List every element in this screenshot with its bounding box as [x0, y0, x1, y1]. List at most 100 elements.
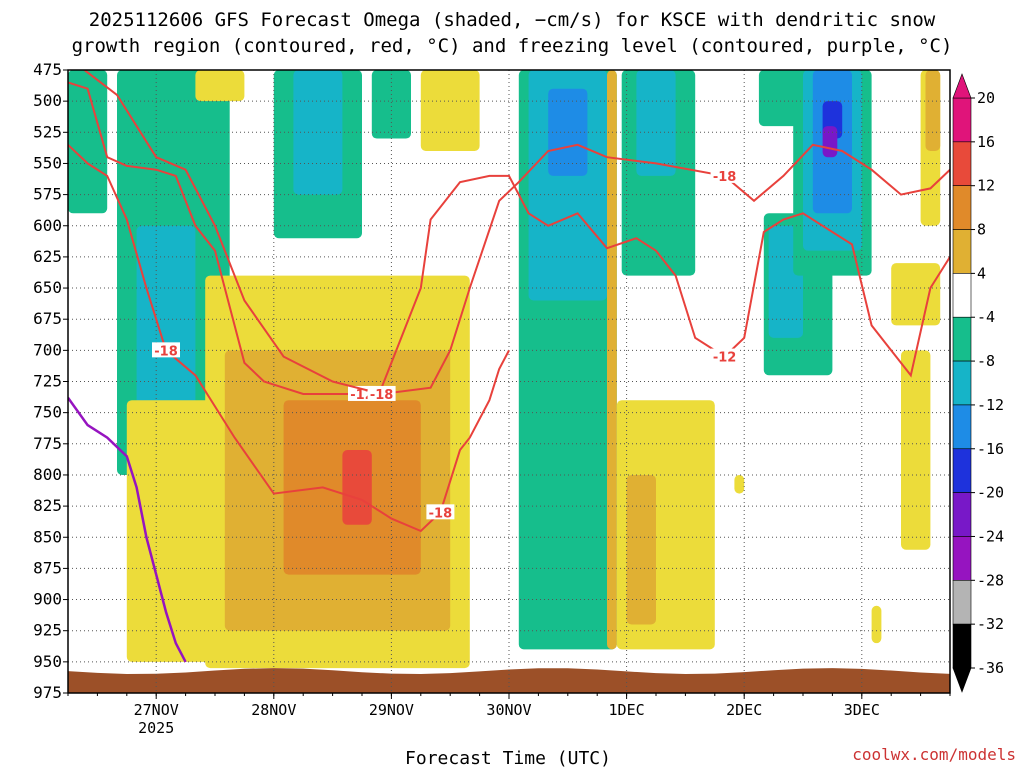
chart-title-line-1: 2025112606 GFS Forecast Omega (shaded, −…: [89, 9, 936, 31]
contour-label: -18: [370, 388, 394, 403]
omega-region: [548, 88, 588, 176]
y-tick-label: 875: [33, 558, 62, 577]
contour-label: -18: [713, 170, 737, 185]
colorbar-swatch: [952, 316, 972, 362]
colorbar-label: 4: [977, 264, 986, 282]
colorbar-swatch: [952, 580, 972, 625]
colorbar-swatch: [952, 360, 972, 406]
y-tick-label: 500: [33, 91, 62, 110]
contour-label: -18: [429, 506, 453, 521]
x-tick-label: 3DEC: [844, 701, 880, 719]
colorbar-label: 12: [977, 177, 995, 195]
y-tick-label: 750: [33, 403, 62, 422]
omega-region: [758, 70, 803, 127]
snow-growth-contour: [68, 144, 510, 533]
snow-growth-contour: [82, 70, 950, 396]
omega-region: [607, 70, 617, 650]
omega-shading: [68, 70, 941, 669]
x-axis-label: Forecast Time (UTC): [405, 748, 611, 768]
x-tick-sublabel: 2025: [138, 719, 174, 737]
omega-region: [342, 450, 372, 525]
omega-region: [734, 474, 745, 494]
y-tick-label: 475: [33, 60, 62, 79]
colorbar-swatch: [952, 536, 972, 581]
colorbar-swatch: [952, 492, 972, 537]
colorbar-label: -28: [977, 571, 1004, 589]
x-tick-label: 28NOV: [251, 701, 296, 719]
colorbar-label: 16: [977, 133, 995, 151]
y-tick-label: 775: [33, 434, 62, 453]
contour-label: -18: [154, 344, 178, 359]
omega-region: [891, 263, 941, 326]
omega-region: [925, 70, 941, 151]
colorbar-swatch: [952, 141, 972, 186]
omega-region: [901, 350, 931, 550]
omega-region: [126, 400, 215, 662]
omega-region: [871, 605, 882, 644]
omega-region: [822, 126, 838, 158]
colorbar-swatch: [952, 229, 972, 274]
y-tick-label: 850: [33, 527, 62, 546]
y-tick-label: 900: [33, 590, 62, 609]
y-tick-label: 975: [33, 683, 62, 702]
contour-label: -12: [713, 351, 737, 366]
colorbar-top-arrow: [952, 73, 972, 99]
colorbar-label: -24: [977, 527, 1004, 545]
contour-label-bg: [426, 504, 455, 520]
x-tick-label: 2DEC: [726, 701, 762, 719]
colorbar-swatch: [952, 273, 972, 318]
credit-text: coolwx.com/models: [852, 745, 1016, 764]
y-tick-label: 525: [33, 122, 62, 141]
plot-area: 475 500 525 550 575 600 625 650 675 700 725 750 775 8…: [33, 60, 951, 737]
colorbar: 20 16 12 8 4 -4 -8 -12 -16 -20 -24 -28 -32 -36: [952, 73, 1004, 693]
chart-title-line-2: growth region (contoured, red, °C) and f…: [72, 35, 953, 57]
x-tick-label: 29NOV: [369, 701, 414, 719]
y-tick-label: 550: [33, 153, 62, 172]
colorbar-bottom-arrow: [952, 667, 972, 693]
y-tick-label: 575: [33, 185, 62, 204]
colorbar-label: 20: [977, 89, 995, 107]
plot-frame: [67, 69, 951, 694]
colorbar-label: 8: [977, 221, 986, 239]
y-tick-label: 950: [33, 652, 62, 671]
contour-label-bg: [710, 348, 739, 364]
omega-region: [68, 70, 108, 214]
colorbar-label: -36: [977, 659, 1004, 677]
contour-label-bg: [367, 385, 396, 401]
omega-region: [636, 70, 676, 176]
colorbar-swatch: [952, 185, 972, 230]
y-tick-label: 825: [33, 496, 62, 515]
omega-region: [420, 70, 480, 151]
colorbar-label: -20: [977, 484, 1004, 502]
y-tick-label: 650: [33, 278, 62, 297]
x-tick-label: 27NOV: [134, 701, 179, 719]
y-tick-label: 800: [33, 465, 62, 484]
colorbar-swatch: [952, 97, 972, 143]
colorbar-label: -32: [977, 615, 1004, 633]
y-tick-label: 700: [33, 340, 62, 359]
colorbar-swatch: [952, 448, 972, 493]
contour-label-bg: [152, 342, 180, 358]
freezing-level-contour: [68, 396, 187, 663]
contour-label-bg: [710, 167, 739, 183]
omega-region: [293, 70, 343, 195]
x-tick-label: 30NOV: [486, 701, 531, 719]
y-tick-label: 625: [33, 247, 62, 266]
terrain-fill: [68, 668, 950, 693]
x-tick-label: 1DEC: [609, 701, 645, 719]
y-tick-label: 725: [33, 372, 62, 391]
colorbar-label: -8: [977, 352, 995, 370]
y-tick-label: 600: [33, 216, 62, 235]
colorbar-label: -16: [977, 440, 1004, 458]
colorbar-swatch: [952, 404, 972, 450]
colorbar-label: -12: [977, 396, 1004, 414]
omega-region: [371, 70, 411, 139]
snow-growth-contour: [68, 81, 950, 395]
y-tick-label: 925: [33, 621, 62, 640]
y-tick-label: 675: [33, 309, 62, 328]
colorbar-swatch: [952, 623, 972, 669]
omega-region: [195, 70, 245, 102]
colorbar-label: -4: [977, 308, 995, 326]
omega-region: [626, 474, 656, 625]
